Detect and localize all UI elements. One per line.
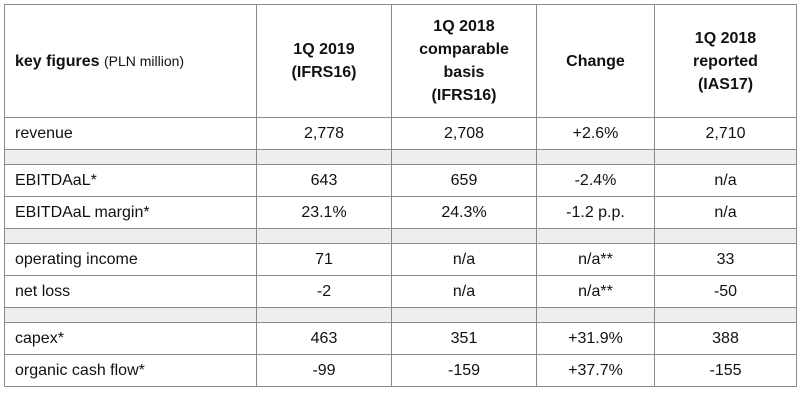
spacer-cell xyxy=(654,149,797,165)
table-row: revenue 2,778 2,708 +2.6% 2,710 xyxy=(4,117,797,150)
spacer-cell xyxy=(256,149,392,165)
spacer-row xyxy=(4,307,797,323)
cell-1q2018-reported: n/a xyxy=(654,196,797,229)
spacer-cell xyxy=(391,228,537,244)
table-row: EBITDAaL* 643 659 -2.4% n/a xyxy=(4,164,797,197)
cell-1q2018-comparable: n/a xyxy=(391,243,537,276)
row-label: net loss xyxy=(4,275,257,308)
spacer-cell xyxy=(4,307,257,323)
cell-1q2018-comparable: 351 xyxy=(391,322,537,355)
table-row: net loss -2 n/a n/a** -50 xyxy=(4,275,797,308)
row-label: EBITDAaL margin* xyxy=(4,196,257,229)
row-label: capex* xyxy=(4,322,257,355)
table-row: organic cash flow* -99 -159 +37.7% -155 xyxy=(4,354,797,387)
cell-change: n/a** xyxy=(536,243,655,276)
header-row: key figures (PLN million) 1Q 2019 (IFRS1… xyxy=(4,4,797,118)
header-line: comparable xyxy=(419,41,509,58)
cell-change: +37.7% xyxy=(536,354,655,387)
header-line: 1Q 2019 xyxy=(293,41,355,58)
spacer-row xyxy=(4,228,797,244)
header-line: reported xyxy=(693,52,758,70)
cell-1q2019: 23.1% xyxy=(256,196,392,229)
header-1q2019: 1Q 2019 (IFRS16) xyxy=(256,4,392,118)
header-line: (IAS17) xyxy=(697,75,754,93)
header-key-figures-label: key figures xyxy=(15,52,100,70)
row-label: organic cash flow* xyxy=(4,354,257,387)
cell-1q2018-reported: 2,710 xyxy=(654,117,797,150)
cell-change: +31.9% xyxy=(536,322,655,355)
key-figures-table: key figures (PLN million) 1Q 2019 (IFRS1… xyxy=(4,4,797,387)
spacer-cell xyxy=(654,307,797,323)
cell-1q2018-comparable: -159 xyxy=(391,354,537,387)
cell-change: -2.4% xyxy=(536,164,655,197)
cell-change: -1.2 p.p. xyxy=(536,196,655,229)
spacer-cell xyxy=(654,228,797,244)
header-1q2018-reported: 1Q 2018 reported (IAS17) xyxy=(654,4,797,118)
cell-1q2018-comparable: 2,708 xyxy=(391,117,537,150)
cell-1q2018-reported: -50 xyxy=(654,275,797,308)
header-line: basis xyxy=(443,64,485,81)
header-key-figures: key figures (PLN million) xyxy=(4,4,257,118)
spacer-cell xyxy=(391,307,537,323)
cell-1q2018-comparable: n/a xyxy=(391,275,537,308)
spacer-cell xyxy=(536,307,655,323)
spacer-cell xyxy=(536,149,655,165)
header-line: 1Q 2018 xyxy=(433,18,495,35)
cell-1q2019: 643 xyxy=(256,164,392,197)
cell-1q2018-comparable: 659 xyxy=(391,164,537,197)
row-label: EBITDAaL* xyxy=(4,164,257,197)
spacer-cell xyxy=(4,228,257,244)
header-line: (IFRS16) xyxy=(431,87,497,104)
cell-1q2019: 463 xyxy=(256,322,392,355)
spacer-cell xyxy=(536,228,655,244)
cell-1q2018-reported: 33 xyxy=(654,243,797,276)
cell-1q2018-comparable: 24.3% xyxy=(391,196,537,229)
cell-1q2019: 2,778 xyxy=(256,117,392,150)
header-line: Change xyxy=(566,52,625,70)
cell-1q2019: -2 xyxy=(256,275,392,308)
header-line: 1Q 2018 xyxy=(694,29,757,47)
spacer-cell xyxy=(4,149,257,165)
header-line: (IFRS16) xyxy=(291,64,357,81)
cell-1q2019: 71 xyxy=(256,243,392,276)
cell-1q2019: -99 xyxy=(256,354,392,387)
row-label: revenue xyxy=(4,117,257,150)
cell-change: n/a** xyxy=(536,275,655,308)
row-label: operating income xyxy=(4,243,257,276)
table-row: EBITDAaL margin* 23.1% 24.3% -1.2 p.p. n… xyxy=(4,196,797,229)
table-row: operating income 71 n/a n/a** 33 xyxy=(4,243,797,276)
header-change: Change xyxy=(536,4,655,118)
spacer-row xyxy=(4,149,797,165)
cell-1q2018-reported: -155 xyxy=(654,354,797,387)
cell-change: +2.6% xyxy=(536,117,655,150)
spacer-cell xyxy=(391,149,537,165)
table-row: capex* 463 351 +31.9% 388 xyxy=(4,322,797,355)
spacer-cell xyxy=(256,307,392,323)
cell-1q2018-reported: n/a xyxy=(654,164,797,197)
header-1q2018-comparable: 1Q 2018 comparable basis (IFRS16) xyxy=(391,4,537,118)
header-unit-label: (PLN million) xyxy=(103,52,185,69)
spacer-cell xyxy=(256,228,392,244)
cell-1q2018-reported: 388 xyxy=(654,322,797,355)
